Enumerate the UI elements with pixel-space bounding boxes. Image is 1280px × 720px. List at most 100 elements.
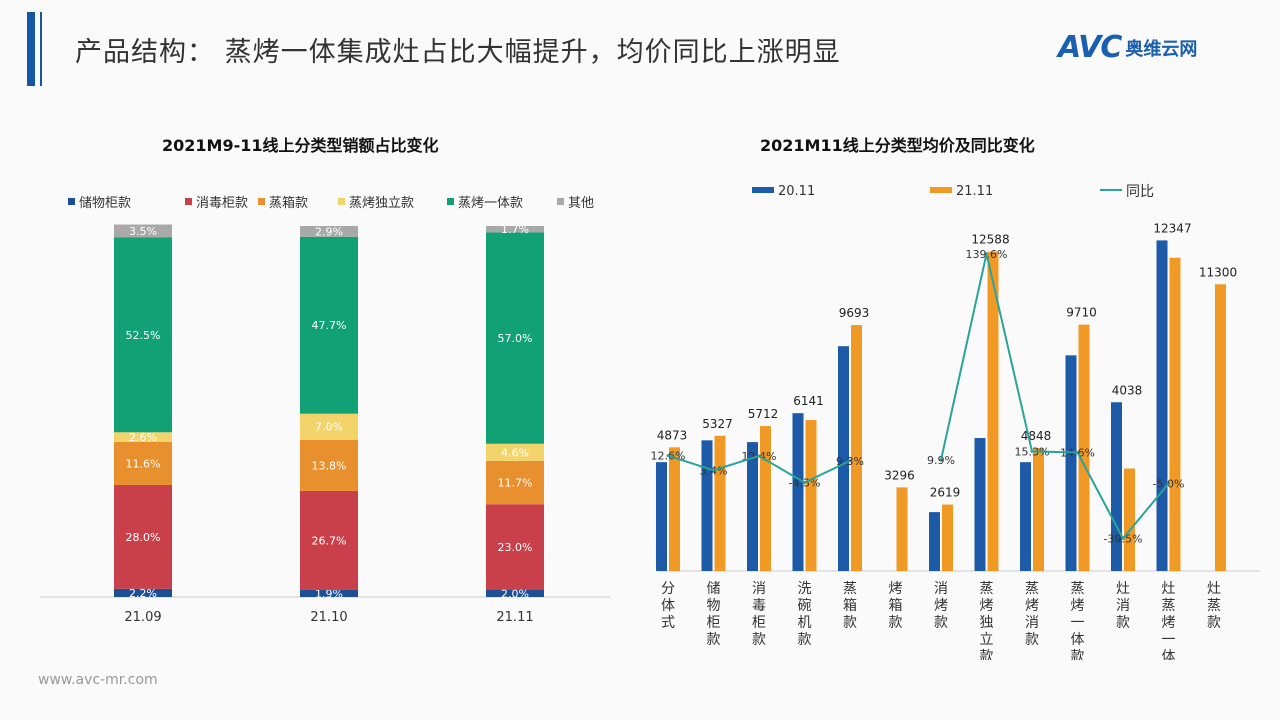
data-label: 26.7% [312, 534, 347, 547]
x-tick-label-char: 毒 [752, 598, 766, 614]
title-accent-line [40, 12, 42, 86]
price-label: 4848 [1021, 429, 1052, 443]
yoy-line [667, 454, 851, 484]
legend-swatch [185, 198, 192, 205]
price-label: 12347 [1153, 221, 1191, 235]
bar-segment [486, 504, 544, 590]
price-label: 12588 [971, 233, 1009, 247]
data-label: 7.0% [315, 421, 343, 434]
legend-swatch [557, 198, 564, 205]
data-label: 1.9% [315, 587, 343, 600]
legend-swatch [258, 198, 265, 205]
price-label: 5712 [748, 407, 779, 421]
x-tick-label-char: 蒸 [1071, 581, 1085, 597]
legend-label: 其他 [568, 196, 594, 211]
x-tick-label-char: 储 [707, 581, 721, 597]
x-tick-label-char: 一 [1162, 632, 1176, 648]
bar-21-11 [714, 435, 726, 571]
price-label: 9710 [1066, 306, 1097, 320]
x-tick-label-char: 碗 [798, 598, 812, 614]
x-tick-label-char: 箱 [843, 598, 857, 614]
bar-20-11 [1065, 355, 1077, 571]
bar-segment [300, 439, 358, 491]
x-tick-label-char: 烤 [1025, 598, 1039, 614]
bar-20-11 [656, 462, 667, 571]
price-yoy-chart: 20.11 21.11 同比4873分体式5327储物柜款5712消毒柜款6141洗… [651, 184, 1260, 660]
bar-segment [486, 443, 544, 461]
x-tick-label-char: 柜 [752, 615, 766, 631]
x-tick-label-char: 款 [752, 632, 766, 648]
price-label: 5327 [702, 417, 733, 431]
data-label: 2.6% [129, 431, 157, 444]
bar-21-11 [760, 426, 771, 571]
bar-21-11 [1169, 257, 1181, 571]
avc-logo: AVC 奥维云网 [1058, 30, 1197, 65]
bar-segment [114, 224, 172, 238]
right-chart-title: 2021M11线上分类型均价及同比变化 [760, 136, 1035, 155]
legend-label: 同比 [1126, 184, 1154, 200]
legend-label: 蒸烤一体款 [458, 196, 523, 211]
legend-label: 蒸烤独立款 [349, 196, 414, 211]
bar-segment [300, 226, 358, 237]
bar-21-11 [987, 251, 999, 572]
bar-21-11 [942, 504, 953, 571]
data-label: 11.6% [126, 457, 161, 470]
bar-segment [300, 589, 358, 597]
data-label: 52.5% [126, 329, 161, 342]
price-label: 3296 [884, 468, 915, 482]
x-tick-label-char: 款 [889, 615, 903, 631]
x-tick-label-char: 款 [843, 615, 857, 631]
x-tick-label: 21.09 [124, 610, 161, 625]
x-tick-label-char: 烤 [1162, 615, 1176, 631]
x-tick-label-char: 蒸 [1162, 598, 1176, 614]
bar-21-11 [1078, 324, 1090, 571]
title-accent-bar [27, 12, 35, 86]
bar-21-11 [896, 487, 908, 571]
legend-label: 21.11 [956, 184, 993, 199]
bar-20-11 [747, 442, 758, 571]
bar-segment [486, 232, 544, 444]
price-label: 4038 [1112, 383, 1143, 397]
legend-swatch [338, 198, 345, 205]
x-tick-label-char: 烤 [934, 598, 948, 614]
x-tick-label-char: 消 [1116, 598, 1130, 614]
x-tick-label-char: 款 [798, 632, 812, 648]
yoy-line [940, 253, 1170, 541]
legend-swatch [752, 187, 774, 193]
data-label: 3.5% [129, 225, 157, 238]
bar-20-11 [929, 512, 940, 571]
legend-swatch [68, 198, 75, 205]
x-tick-label-char: 款 [1207, 615, 1221, 631]
bar-21-11 [805, 420, 817, 571]
bar-segment [114, 484, 172, 589]
x-tick-label-char: 一 [1071, 615, 1085, 631]
bar-20-11 [792, 413, 804, 571]
data-label: 11.7% [498, 477, 533, 490]
x-tick-label-char: 款 [980, 649, 994, 660]
x-tick-label-char: 灶 [1162, 581, 1176, 597]
bar-segment [114, 588, 172, 597]
bar-segment [114, 432, 172, 442]
price-label: 11300 [1199, 265, 1237, 279]
data-label: 28.0% [126, 531, 161, 544]
x-tick-label-char: 蒸 [980, 581, 994, 597]
bar-segment [300, 236, 358, 414]
x-tick-label-char: 款 [1025, 632, 1039, 648]
legend-label: 20.11 [778, 184, 815, 199]
left-chart-title: 2021M9-11线上分类型销额占比变化 [162, 136, 439, 155]
data-label: 1.7% [501, 223, 529, 236]
legend-label: 消毒柜款 [196, 196, 248, 211]
bar-20-11 [1156, 240, 1168, 571]
legend-swatch [930, 187, 952, 193]
price-label: 2619 [930, 486, 961, 500]
x-tick-label-char: 消 [934, 581, 948, 597]
x-tick-label: 21.11 [496, 610, 533, 625]
logo-text: AVC [1058, 30, 1122, 65]
bar-20-11 [1111, 402, 1122, 571]
x-tick-label-char: 款 [934, 615, 948, 631]
x-tick-label-char: 灶 [1207, 581, 1221, 597]
x-tick-label-char: 分 [661, 581, 675, 597]
price-label: 6141 [793, 394, 824, 408]
x-tick-label-char: 物 [707, 598, 721, 614]
data-label: 57.0% [498, 332, 533, 345]
